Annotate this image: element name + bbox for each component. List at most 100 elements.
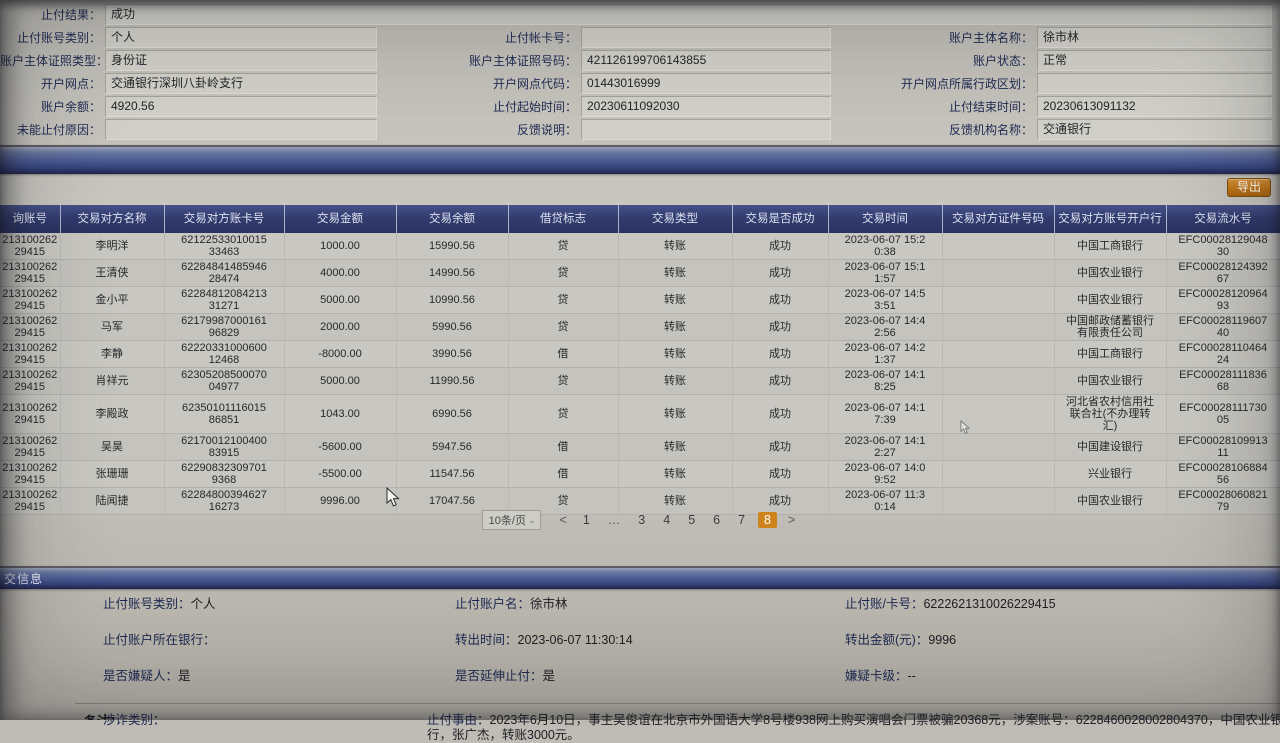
field-value: 交通银行深圳八卦岭支行 — [105, 73, 377, 94]
table-cell: 1000.00 — [284, 233, 397, 260]
page-button-1[interactable]: 1 — [582, 513, 590, 527]
column-header: 交易对方名称 — [60, 205, 165, 233]
info-value: 9996 — [928, 633, 957, 647]
table-cell: 62170012100400 83915 — [164, 433, 285, 461]
info-value: 个人 — [190, 597, 216, 611]
pagination: 10条/页 ⌄ <1 … 3 4 5 6 7 8 > — [0, 510, 1280, 530]
column-header: 借贷标志 — [508, 205, 619, 233]
table-cell: 李静 — [60, 340, 165, 368]
table-cell: 转账 — [618, 367, 733, 395]
table-row[interactable]: 213100262 29415 李明洋 62122533010015 33463 10… — [0, 233, 1280, 260]
page-button-5[interactable]: 5 — [688, 513, 696, 527]
page-button-6[interactable]: 6 — [713, 513, 721, 527]
chevron-down-icon: ⌄ — [527, 515, 536, 525]
table-cell: 转账 — [618, 286, 733, 314]
table-cell — [942, 433, 1055, 461]
table-cell: 张珊珊 — [60, 460, 165, 488]
column-header: 交易是否成功 — [732, 205, 829, 233]
table-cell: 62284800394627 16273 — [164, 487, 285, 515]
table-cell: 2023-06-07 15:1 1:57 — [828, 259, 943, 287]
page-button-3[interactable]: 3 — [638, 513, 646, 527]
table-cell: 转账 — [618, 259, 733, 287]
info-row: 是否嫌疑人：是 是否延伸止付：是 嫌疑卡级：-- — [0, 662, 1280, 698]
table-cell: 河北省农村信用社 联合社(不办理转 汇) — [1054, 394, 1167, 434]
table-cell: 10990.56 — [396, 286, 509, 314]
table-row[interactable]: 213100262 29415 李静 62220331000600 12468 -80… — [0, 340, 1280, 368]
field-label: 开户网点代码： — [492, 77, 577, 91]
table-cell: 贷 — [508, 286, 619, 314]
table-cell: 62305208500070 04977 — [164, 367, 285, 395]
table-cell: 2023-06-07 14:5 3:51 — [828, 286, 943, 314]
table-cell: 62350101116015 86851 — [164, 394, 285, 434]
table-cell: -8000.00 — [284, 340, 397, 368]
field-value — [1037, 73, 1272, 94]
info-field: 转出时间：2023-06-07 11:30:14 — [455, 633, 845, 648]
table-toolbar: 导出 — [0, 174, 1280, 204]
export-button[interactable]: 导出 — [1226, 178, 1271, 197]
page-button-4[interactable]: 4 — [663, 513, 671, 527]
table-cell — [942, 460, 1055, 488]
field-value: 20230611092030 — [581, 96, 831, 117]
table-cell: 成功 — [732, 233, 829, 260]
table-cell: 陆闻捷 — [60, 487, 165, 515]
table-row[interactable]: 213100262 29415 王清侠 62284841485946 28474 40… — [0, 259, 1280, 287]
table-cell: 2000.00 — [284, 313, 397, 341]
table-cell: 金小平 — [60, 286, 165, 314]
page-size-select[interactable]: 10条/页 ⌄ — [481, 510, 541, 530]
table-cell: 马军 — [60, 313, 165, 341]
table-cell: 2023-06-07 14:1 2:27 — [828, 433, 943, 461]
table-cell: 成功 — [732, 259, 829, 287]
table-row[interactable]: 213100262 29415 马军 62179987000161 96829 200… — [0, 313, 1280, 341]
form-row: 账户主体证照类型： 身份证 账户主体证照号码： 421126199706143855 账… — [0, 49, 1272, 72]
table-cell: 15990.56 — [396, 233, 509, 260]
field-value: 交通银行 — [1037, 119, 1272, 140]
field-value: 正常 — [1037, 50, 1272, 71]
table-cell: 成功 — [732, 340, 829, 368]
field-value: 身份证 — [105, 50, 377, 71]
table-cell: 转账 — [618, 394, 733, 434]
table-cell: 中国农业银行 — [1054, 367, 1167, 395]
table-row[interactable]: 213100262 29415 陆闻捷 62284800394627 16273 99… — [0, 487, 1280, 515]
info-field: 是否嫌疑人：是 — [103, 669, 455, 684]
info-value: 是 — [542, 669, 556, 683]
prev-page-button[interactable]: < — [559, 513, 567, 527]
table-cell: 213100262 29415 — [0, 233, 61, 260]
table-row[interactable]: 213100262 29415 肖祥元 62305208500070 04977 50… — [0, 367, 1280, 395]
table-row[interactable]: 213100262 29415 李殿政 62350101116015 86851 10… — [0, 394, 1280, 434]
page-button-7[interactable]: 7 — [738, 513, 746, 527]
table-cell: 转账 — [618, 487, 733, 515]
info-field: 嫌疑卡级：-- — [845, 669, 1280, 684]
table-row[interactable]: 213100262 29415 金小平 62284812084213 31271 50… — [0, 286, 1280, 314]
field-value: 成功 — [105, 4, 1272, 25]
field-label: 反馈说明： — [516, 123, 577, 137]
table-cell: EFC00028106884 56 — [1166, 460, 1280, 488]
table-cell: EFC00028110464 24 — [1166, 340, 1280, 368]
table-cell: 吴昊 — [60, 433, 165, 461]
table-cell: EFC00028129048 30 — [1166, 233, 1280, 260]
next-page-button[interactable]: > — [788, 513, 796, 527]
table-cell: 213100262 29415 — [0, 340, 61, 368]
field-label: 账户主体证照号码： — [468, 54, 577, 68]
table-cell: 2023-06-07 11:3 0:14 — [828, 487, 943, 515]
table-cell: 贷 — [508, 394, 619, 434]
field-label: 止付账号类别： — [16, 31, 101, 45]
page-button-8[interactable]: 8 — [758, 512, 777, 528]
section-divider-bar — [0, 145, 1280, 174]
field-value — [581, 27, 831, 48]
table-cell — [942, 367, 1055, 395]
info-field: 止付事由：2023年6月10日，事主吴俊谊在北京市外国语大学8号楼938网上购买… — [427, 713, 1280, 743]
table-row[interactable]: 213100262 29415 吴昊 62170012100400 83915 -56… — [0, 433, 1280, 461]
info-row: 止付账户所在银行： 转出时间：2023-06-07 11:30:14 转出金额(元)… — [0, 626, 1280, 662]
table-cell: 2023-06-07 14:4 2:56 — [828, 313, 943, 341]
table-row[interactable]: 213100262 29415 张珊珊 62290832309701 9368 -55… — [0, 460, 1280, 488]
table-cell: 4000.00 — [284, 259, 397, 287]
info-label: 止付账户所在银行： — [103, 633, 216, 647]
field-label: 反馈机构名称： — [948, 123, 1033, 137]
table-cell: EFC00028111730 05 — [1166, 394, 1280, 434]
field-label: 未能止付原因： — [16, 123, 101, 137]
field-label: 账户余额： — [40, 100, 101, 114]
table-cell: 贷 — [508, 367, 619, 395]
transfer-info-bar: 交信息 — [0, 566, 1280, 589]
table-cell: 14990.56 — [396, 259, 509, 287]
field-value: 01443016999 — [581, 73, 831, 94]
